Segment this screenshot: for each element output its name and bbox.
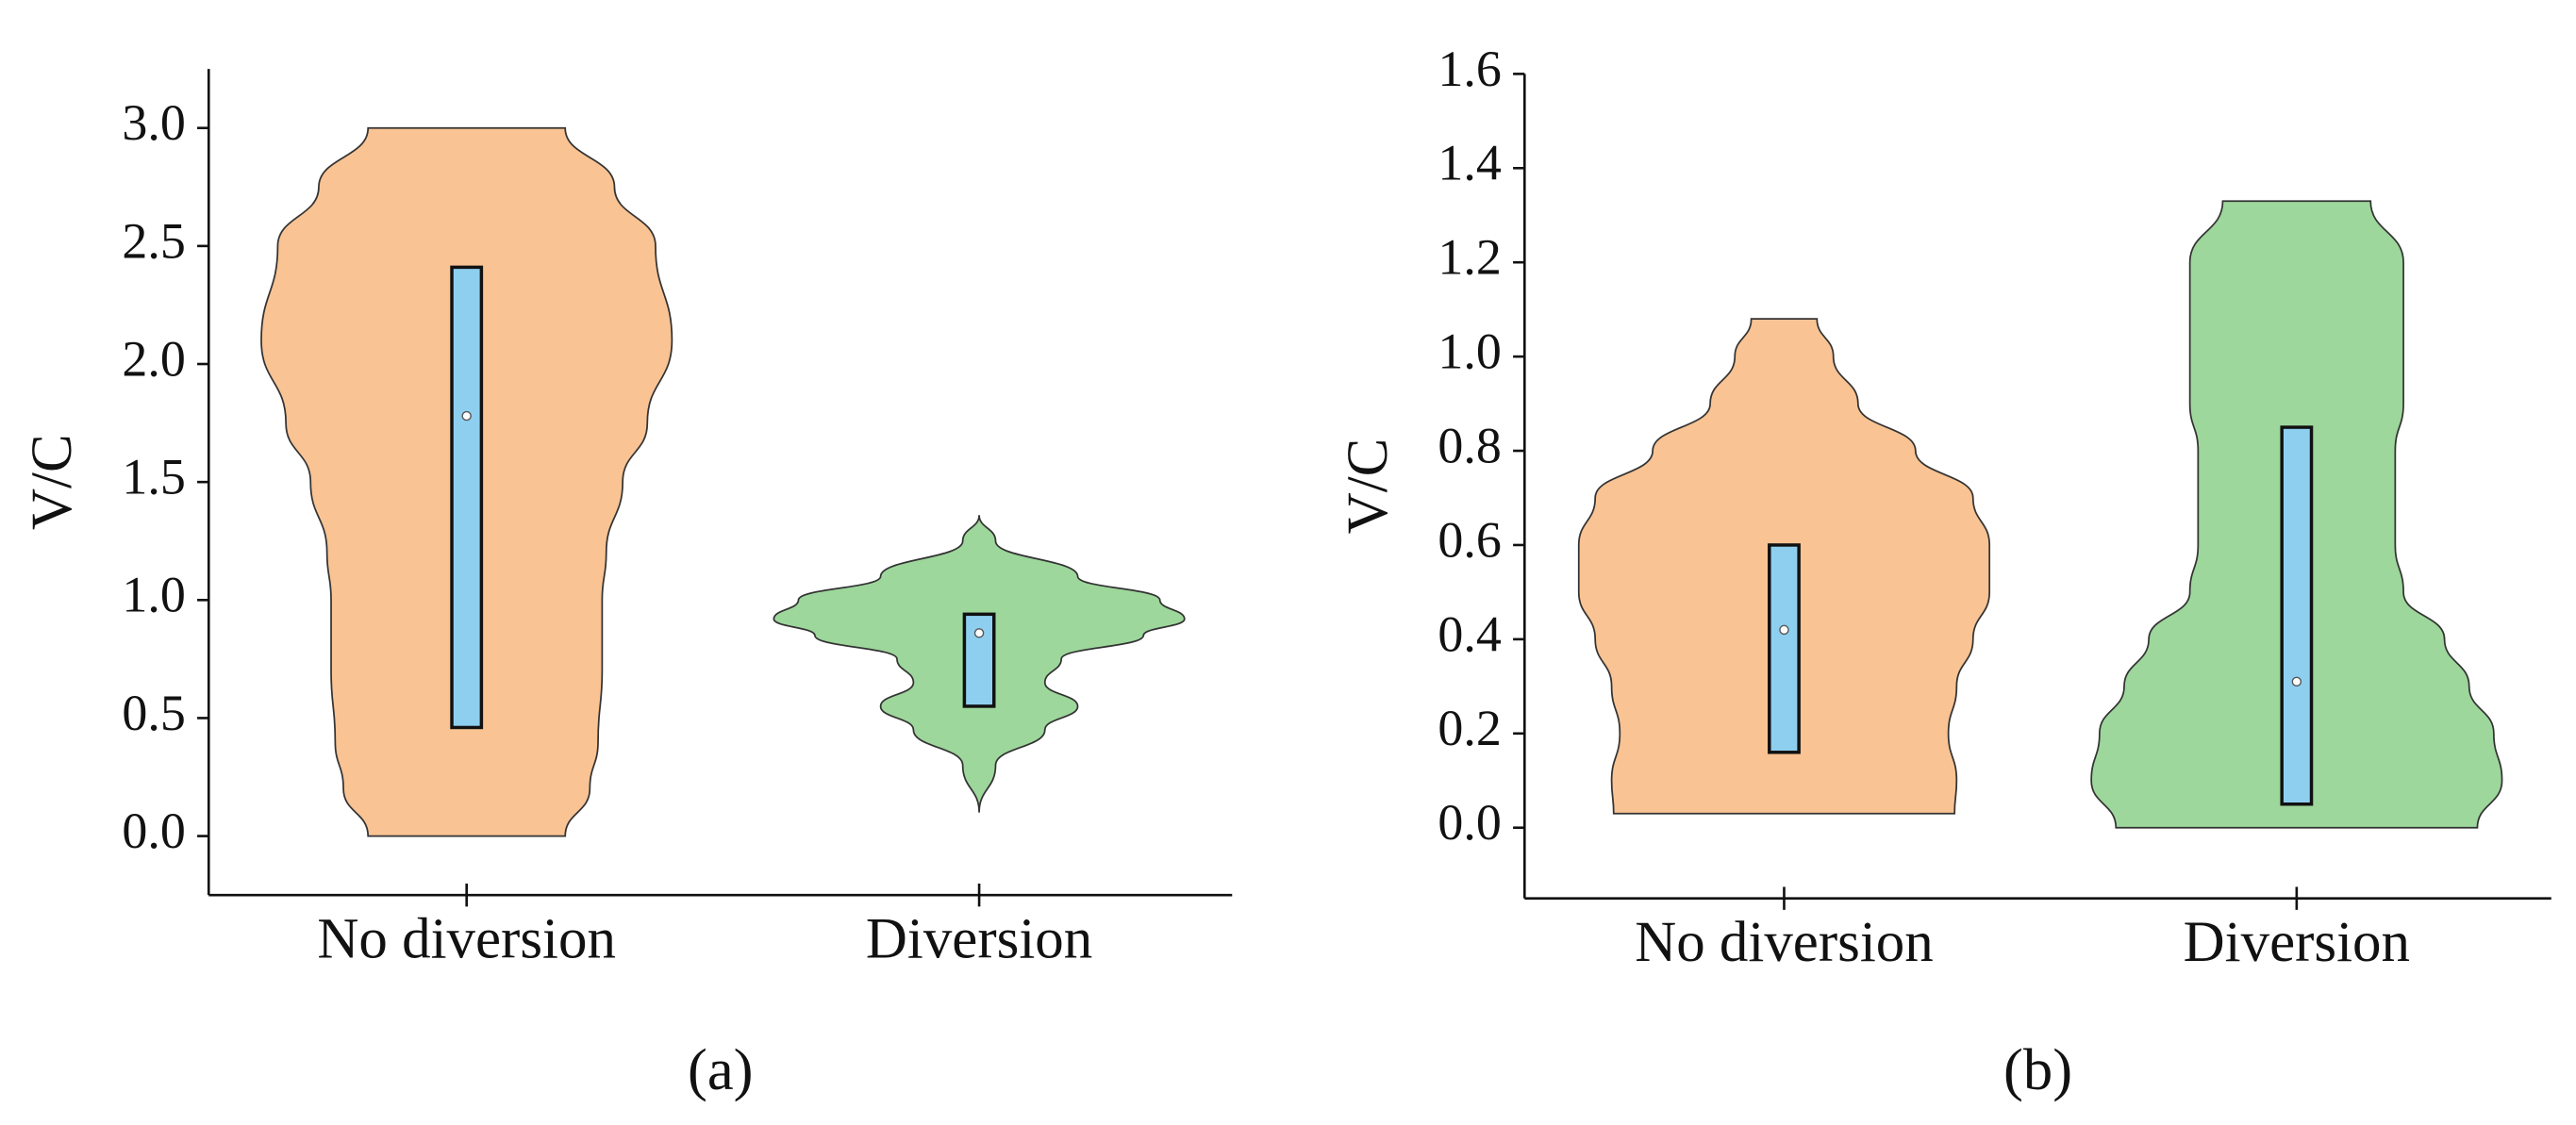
- panel-label: (b): [2003, 1036, 2072, 1102]
- panel-label: (a): [688, 1036, 754, 1102]
- iqr-box: [1768, 543, 1801, 754]
- iqr-box: [2280, 425, 2314, 806]
- y-tick-label: 0.4: [1438, 605, 1501, 662]
- x-tick-label: No diversion: [1635, 911, 1934, 974]
- x-tick-label: Diversion: [2184, 911, 2410, 974]
- x-tick-label: No diversion: [317, 907, 616, 970]
- median-dot: [1779, 624, 1789, 636]
- iqr-box: [450, 265, 484, 730]
- y-tick-label: 3.0: [122, 94, 185, 151]
- median-dot: [2291, 676, 2302, 687]
- y-tick-label: 1.5: [122, 449, 185, 505]
- iqr-box: [962, 612, 996, 708]
- x-tick-label: Diversion: [866, 907, 1092, 970]
- y-tick-label: 1.0: [122, 567, 185, 623]
- y-tick-label: 1.2: [1438, 229, 1501, 286]
- y-tick-label: 0.0: [1438, 794, 1501, 851]
- y-tick-label: 0.2: [1438, 700, 1501, 756]
- y-tick-label: 1.0: [1438, 323, 1501, 380]
- y-tick-label: 2.5: [122, 212, 185, 269]
- y-tick-label: 1.6: [1438, 41, 1501, 97]
- y-axis-label: V/C: [21, 434, 84, 530]
- y-tick-label: 1.4: [1438, 135, 1501, 191]
- y-tick-label: 0.5: [122, 685, 185, 741]
- median-dot: [973, 628, 985, 638]
- y-axis-label: V/C: [1337, 438, 1400, 535]
- median-dot: [461, 410, 472, 422]
- y-tick-label: 0.6: [1438, 511, 1501, 568]
- y-tick-label: 0.8: [1438, 417, 1501, 473]
- y-tick-label: 2.0: [122, 330, 185, 387]
- y-tick-label: 0.0: [122, 802, 185, 859]
